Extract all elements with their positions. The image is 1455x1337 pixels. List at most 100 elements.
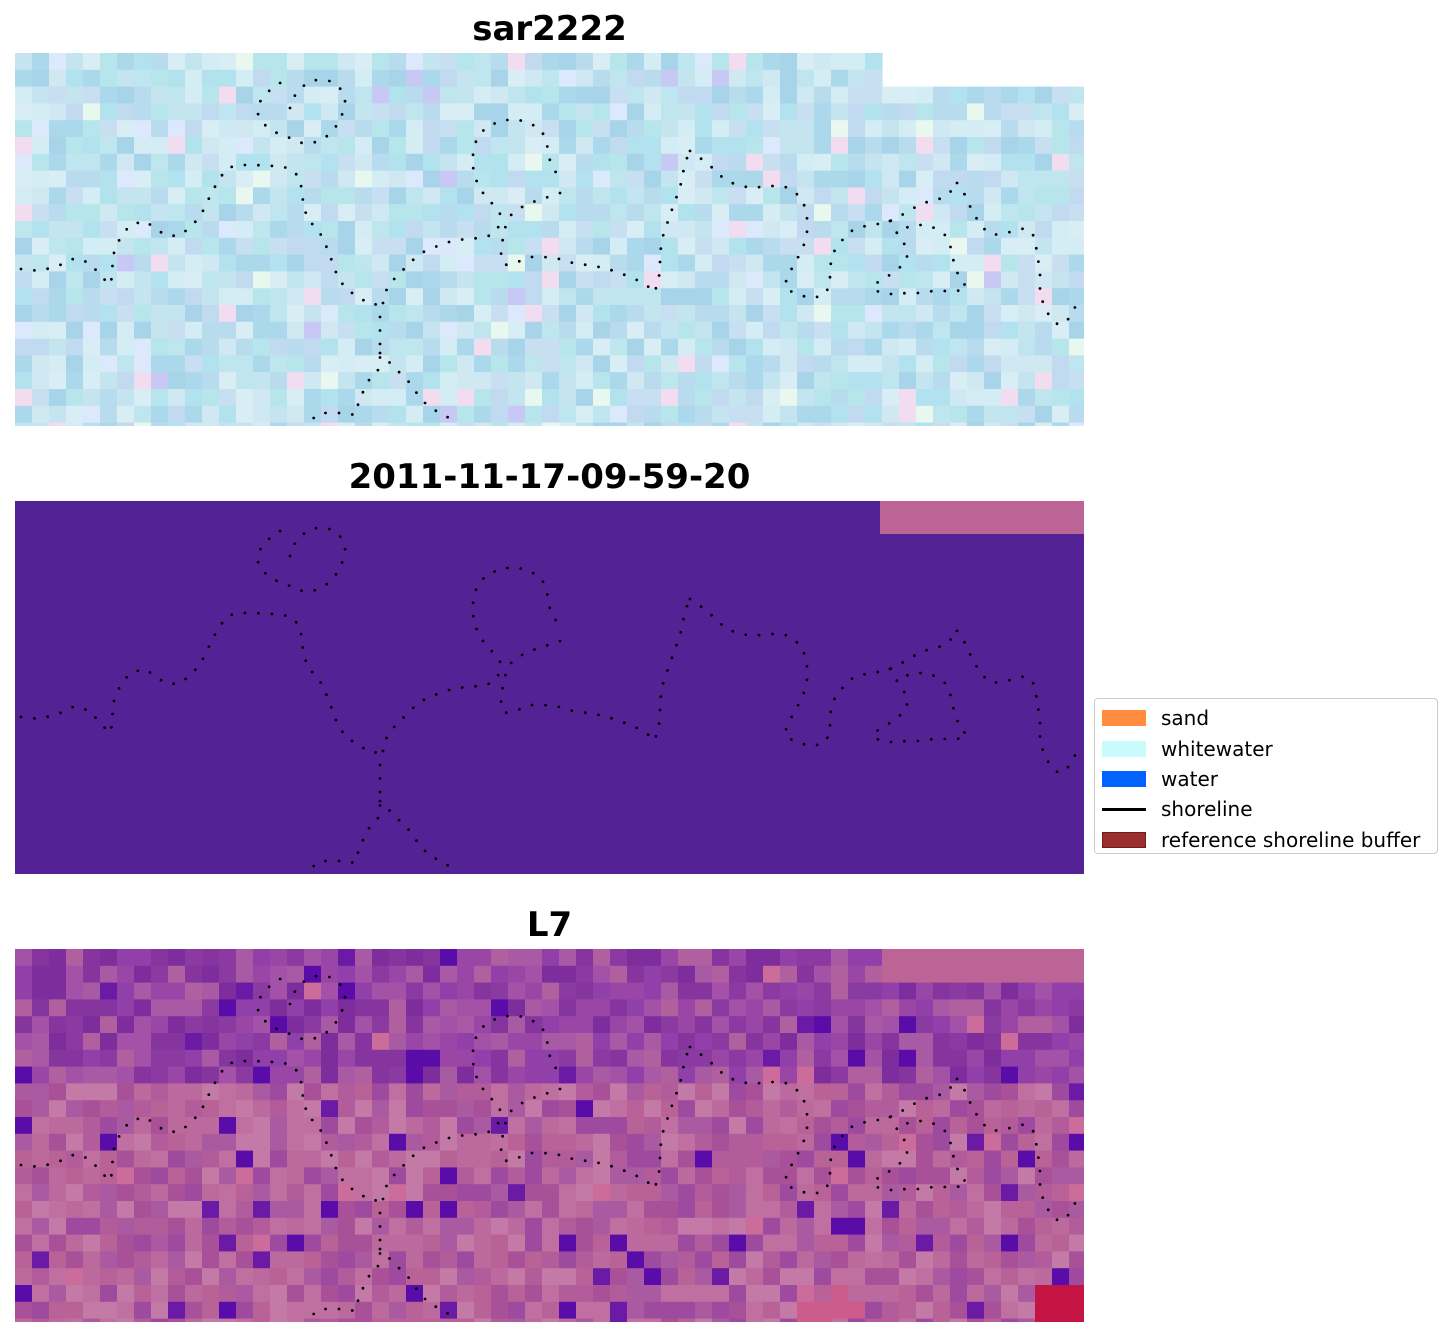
l7-pixel	[66, 1217, 84, 1236]
shoreline-point	[658, 260, 662, 264]
sar-pixel	[525, 305, 543, 323]
l7-pixel	[32, 1285, 50, 1303]
shoreline-point	[661, 233, 665, 237]
l7-pixel	[576, 1117, 594, 1135]
sar-pixel	[100, 389, 118, 407]
sar-pixel	[134, 338, 152, 356]
sar-pixel	[168, 288, 186, 306]
sar-pixel	[32, 237, 50, 256]
shoreline-point	[952, 1154, 955, 1158]
sar-pixel	[746, 237, 764, 256]
l7-pixel	[950, 949, 968, 967]
sar-pixel	[1052, 153, 1070, 172]
l7-pixel	[423, 1268, 441, 1286]
l7-pixel	[219, 1217, 237, 1236]
sar-pixel	[1001, 221, 1019, 239]
shoreline-point	[499, 1148, 503, 1151]
shoreline-point	[313, 140, 317, 144]
l7-pixel	[712, 1016, 730, 1034]
l7-pixel	[321, 1167, 339, 1185]
sar-pixel	[423, 120, 441, 138]
l7-pixel	[287, 1117, 305, 1135]
sar-pixel	[236, 338, 254, 356]
sar-pixel	[712, 53, 730, 71]
sar-pixel	[355, 170, 373, 188]
sar-pixel	[729, 389, 747, 407]
sar-pixel	[491, 305, 509, 323]
l7-pixel	[508, 1318, 526, 1322]
l7-pixel	[848, 1268, 866, 1286]
shoreline-point	[325, 245, 328, 249]
sar-pixel	[1052, 237, 1070, 256]
l7-pixel	[729, 1016, 747, 1034]
l7-pixel	[32, 1318, 50, 1322]
l7-pixel	[984, 1049, 1002, 1068]
sar-pixel	[593, 338, 611, 356]
l7-pixel	[542, 1301, 560, 1320]
l7-pixel	[831, 1016, 849, 1034]
sar-pixel	[134, 321, 152, 340]
shoreline-point	[802, 203, 806, 207]
l7-pixel	[338, 1049, 356, 1068]
shoreline-point	[805, 216, 809, 220]
sar-pixel	[780, 221, 798, 239]
shoreline-point	[710, 1061, 713, 1065]
shoreline-point	[1066, 765, 1070, 769]
l7-pixel	[474, 1217, 492, 1236]
l7-pixel	[236, 1201, 254, 1219]
l7-pixel	[32, 1301, 50, 1320]
l7-pixel	[729, 1268, 747, 1286]
sar-pixel	[355, 338, 373, 356]
sar-pixel	[491, 372, 509, 390]
sar-pixel	[32, 405, 50, 424]
shoreline-point	[670, 656, 674, 660]
sar-pixel	[389, 355, 407, 373]
sar-pixel	[151, 305, 169, 323]
l7-pixel	[1069, 1234, 1084, 1252]
l7-pixel	[440, 1217, 458, 1236]
l7-pixel	[236, 1033, 254, 1051]
sar-pixel	[32, 86, 50, 104]
l7-pixel	[1069, 1049, 1084, 1068]
shoreline-point	[1055, 322, 1059, 326]
sar-pixel	[780, 288, 798, 306]
sar-pixel	[185, 69, 203, 88]
l7-pixel	[270, 1167, 288, 1185]
l7-pixel	[1001, 1184, 1019, 1202]
shoreline-point	[654, 1182, 658, 1186]
l7-pixel	[1018, 982, 1036, 1000]
sar-pixel	[746, 204, 764, 222]
sar-pixel	[1052, 86, 1070, 104]
l7-pixel	[1052, 949, 1070, 967]
sar-pixel	[1035, 305, 1053, 323]
sar-pixel	[746, 137, 764, 155]
shoreline-point	[545, 145, 549, 148]
shoreline-point	[270, 164, 274, 168]
sar-pixel	[729, 237, 747, 256]
l7-pixel	[491, 949, 509, 967]
l7-pixel	[389, 1285, 407, 1303]
l7-pixel	[916, 1049, 934, 1068]
sar-pixel	[882, 254, 900, 272]
l7-pixel	[610, 1268, 628, 1286]
sar-pixel	[304, 53, 322, 71]
l7-pixel	[270, 1133, 288, 1152]
sar-pixel	[168, 372, 186, 390]
sar-pixel	[406, 53, 424, 71]
l7-pixel	[1052, 1285, 1070, 1303]
sar-pixel	[134, 187, 152, 205]
l7-pixel	[117, 1049, 135, 1068]
sar-pixel	[270, 422, 288, 426]
sar-pixel	[746, 305, 764, 323]
l7-pixel	[814, 1167, 832, 1185]
sar-pixel	[525, 221, 543, 239]
l7-pixel	[338, 999, 356, 1017]
legend-label-reference-buffer: reference shoreline buffer	[1161, 827, 1421, 852]
sar-pixel	[916, 221, 934, 239]
l7-pixel	[338, 1184, 356, 1202]
shoreline-point	[362, 298, 365, 302]
l7-pixel	[848, 1033, 866, 1051]
shoreline-point	[482, 1025, 485, 1028]
sar-pixel	[287, 288, 305, 306]
l7-pixel	[15, 1318, 33, 1322]
